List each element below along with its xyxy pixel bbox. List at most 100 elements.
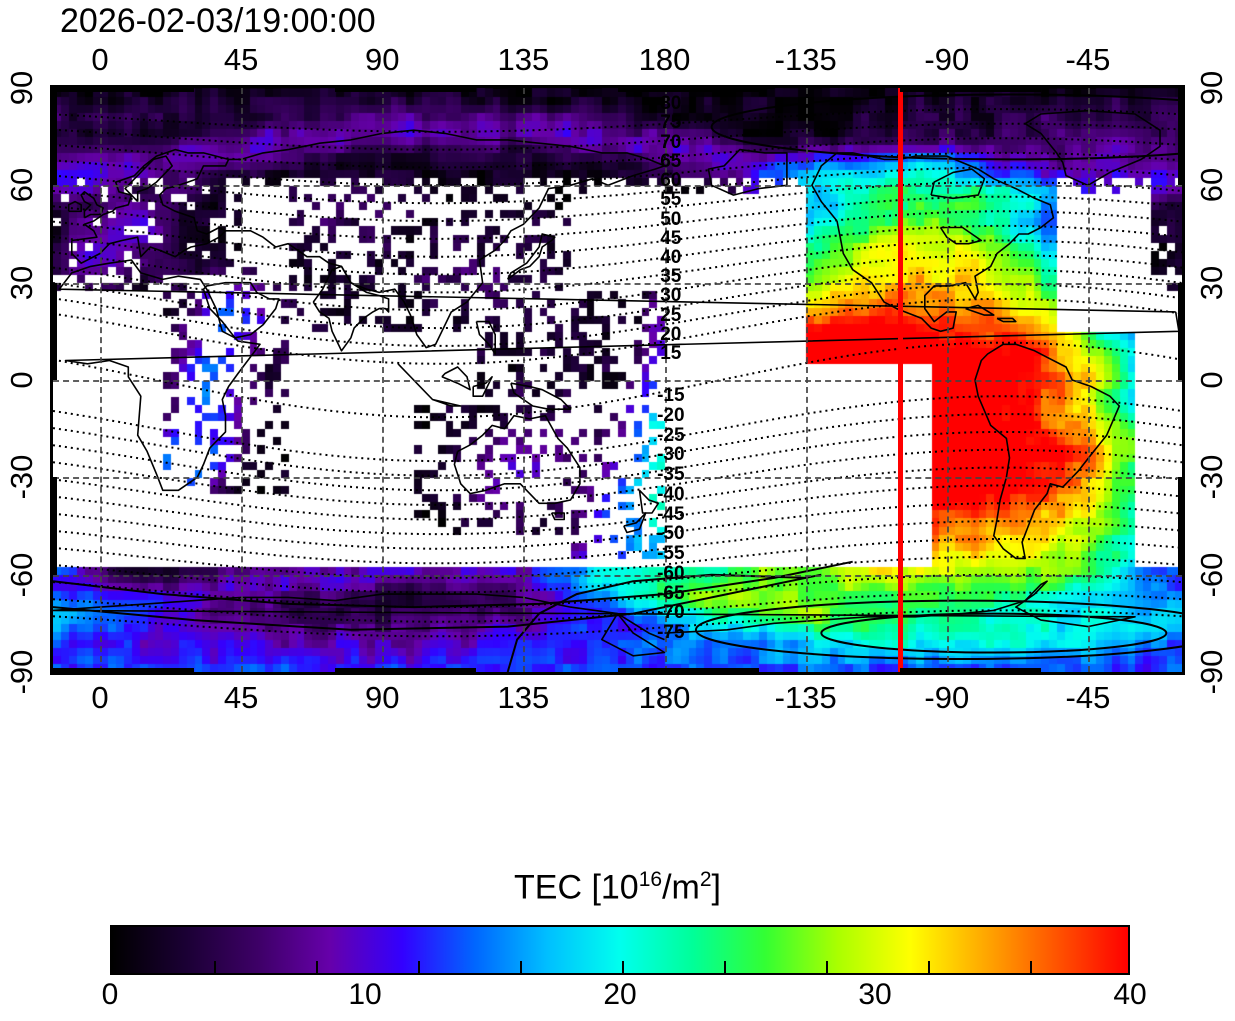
geomagnetic-latitude-label-south: -50 xyxy=(657,523,685,545)
coastline-path xyxy=(623,512,647,534)
longitude-tick-label: 180 xyxy=(638,42,691,77)
terminator-arc xyxy=(53,560,853,609)
frame-tick xyxy=(1178,282,1185,380)
latitude-tick-label: 60 xyxy=(4,168,39,203)
colorbar-tick xyxy=(418,961,420,973)
geomagnetic-latitude-contour xyxy=(53,430,1182,492)
coastline-path xyxy=(472,376,493,397)
geomagnetic-latitude-contour xyxy=(53,122,1182,151)
geomagnetic-latitude-label-south: -20 xyxy=(657,404,685,426)
coastline-path xyxy=(453,414,581,505)
colorbar-gradient xyxy=(112,927,1128,973)
colorbar-tick xyxy=(928,961,930,973)
coastline-path xyxy=(1024,109,1161,187)
geomagnetic-latitude-label-south: -30 xyxy=(657,444,685,466)
geomagnetic-latitude-label-north: 45 xyxy=(660,227,682,249)
colorbar-tick xyxy=(724,961,726,973)
geomagnetic-latitude-contour xyxy=(53,573,1182,609)
frame-tick xyxy=(899,85,1041,92)
geomagnetic-latitude-label-north: 40 xyxy=(660,246,682,268)
geomagnetic-latitude-label-north: 65 xyxy=(660,150,682,172)
colorbar-title-unit: /m xyxy=(662,868,700,907)
geomagnetic-latitude-label-south: -40 xyxy=(657,483,685,505)
longitude-tick-label: 135 xyxy=(497,680,550,715)
latitude-tick-label: -90 xyxy=(4,649,39,695)
longitude-tick-label: 45 xyxy=(223,680,259,715)
colorbar-tick-label: 30 xyxy=(858,978,892,1011)
geomagnetic-latitude-label-north: 60 xyxy=(660,170,682,192)
colorbar[interactable] xyxy=(110,925,1130,975)
frame-tick xyxy=(50,282,57,380)
latitude-tick-label: 0 xyxy=(4,371,39,389)
geomagnetic-latitude-contour xyxy=(53,341,1182,419)
frame-tick xyxy=(617,668,759,675)
colorbar-tick xyxy=(316,961,318,973)
latitude-tick-label: 30 xyxy=(4,265,39,300)
terminator-arc xyxy=(53,573,822,631)
geomagnetic-latitude-label-north: 20 xyxy=(660,323,682,345)
frame-tick xyxy=(53,85,195,92)
longitude-tick-label: 0 xyxy=(91,680,109,715)
latitude-tick-label: -30 xyxy=(1194,454,1229,500)
coastline-path xyxy=(974,343,1121,560)
auroral-oval-contour xyxy=(710,93,1182,161)
auroral-oval-contour xyxy=(820,612,1168,654)
colorbar-tick-label: 10 xyxy=(348,978,382,1011)
coastline-path xyxy=(53,580,1136,641)
longitude-tick-label: -45 xyxy=(1065,680,1111,715)
geomagnetic-latitude-label-south: -75 xyxy=(657,622,685,644)
geomagnetic-latitude-contour xyxy=(53,137,1182,169)
geomagnetic-latitude-label-north: 35 xyxy=(660,266,682,288)
coastline-path xyxy=(58,259,1180,492)
frame-tick xyxy=(53,668,195,675)
colorbar-title-bracket: ] xyxy=(711,868,721,907)
geomagnetic-latitude-label-north: 80 xyxy=(660,93,682,115)
colorbar-tick xyxy=(1030,961,1032,973)
longitude-tick-label: -45 xyxy=(1065,42,1111,77)
coastline-path xyxy=(397,363,462,407)
gridline-horizontal xyxy=(53,477,1182,480)
colorbar-tick xyxy=(520,961,522,973)
frame-tick xyxy=(335,668,477,675)
latitude-tick-label: 30 xyxy=(1194,265,1229,300)
geomagnetic-latitude-contour xyxy=(53,466,1182,521)
longitude-tick-label: -135 xyxy=(774,42,837,77)
colorbar-tick-label: 20 xyxy=(603,978,637,1011)
gridline-horizontal xyxy=(53,185,1182,188)
latitude-tick-label: 0 xyxy=(1194,371,1229,389)
geomagnetic-latitude-label-south: -70 xyxy=(657,602,685,624)
latitude-tick-label: -60 xyxy=(1194,552,1229,598)
coastline-path xyxy=(601,613,666,657)
longitude-tick-label: -135 xyxy=(774,680,837,715)
geomagnetic-latitude-contour xyxy=(53,108,1182,133)
colorbar-title-exponent: 16 xyxy=(638,868,663,891)
longitude-tick-label: -90 xyxy=(924,42,970,77)
colorbar-tick xyxy=(622,961,624,973)
frame-tick xyxy=(899,668,1041,675)
colorbar-tick xyxy=(214,961,216,973)
frame-tick xyxy=(50,477,57,575)
geomagnetic-latitude-contour xyxy=(53,538,1182,579)
geomagnetic-latitude-contour xyxy=(53,283,1182,347)
geomagnetic-latitude-label-north: 75 xyxy=(660,112,682,134)
geomagnetic-latitude-label-north: 70 xyxy=(660,131,682,153)
geomagnetic-latitude-label-north: 30 xyxy=(660,285,682,307)
colorbar-tick-label: 40 xyxy=(1113,978,1147,1011)
geomagnetic-latitude-label-south: -45 xyxy=(657,503,685,525)
latitude-tick-label: 90 xyxy=(4,70,39,106)
gridline-horizontal xyxy=(53,282,1182,285)
longitude-tick-label: 90 xyxy=(365,680,400,715)
tec-map-plot[interactable]: 80 75 70 65 60 55 50 45 40 35 30 25 20 15 -15 -20 -25 -30… xyxy=(50,85,1185,675)
longitude-tick-label: 180 xyxy=(638,680,691,715)
frame-tick xyxy=(1178,88,1185,186)
geomagnetic-latitude-label-south: -35 xyxy=(657,464,685,486)
coastline-path xyxy=(71,148,230,264)
latitude-tick-label: -60 xyxy=(4,552,39,598)
coastline-path xyxy=(638,489,660,514)
geomagnetic-latitude-label-south: -60 xyxy=(657,562,685,584)
geomagnetic-latitude-label-north: 55 xyxy=(660,189,682,211)
coastline-path xyxy=(965,304,995,316)
frame-tick xyxy=(50,88,57,186)
geomagnetic-latitude-contour xyxy=(53,609,1182,638)
geomagnetic-latitude-label-south: -65 xyxy=(657,582,685,604)
